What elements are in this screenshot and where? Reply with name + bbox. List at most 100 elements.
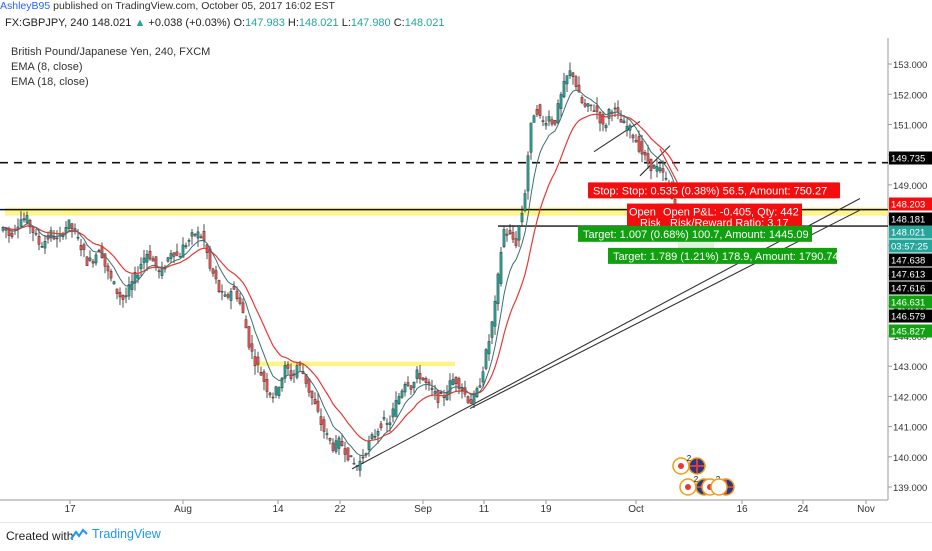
price-axis-label: 147.613 xyxy=(889,267,932,281)
candle-body xyxy=(229,290,233,301)
tradingview-brand[interactable]: TradingView xyxy=(70,527,161,541)
candle-body xyxy=(124,295,128,298)
stop-label: Stop: Stop: 0.535 (0.38%) 56.5, Amount: … xyxy=(588,182,840,199)
candle-body xyxy=(538,104,542,116)
candle-body xyxy=(334,440,338,452)
candle-body xyxy=(103,253,107,267)
price-axis-label-text: 145.827 xyxy=(891,327,925,338)
candle-body xyxy=(478,385,482,388)
candle-body xyxy=(394,400,398,417)
time-tick-label: Sep xyxy=(414,504,432,515)
candle-body xyxy=(178,256,182,258)
time-tick-label: 11 xyxy=(479,504,490,515)
ohlc-bar: FX:GBPJPY, 240 148.021 ▲ +0.038 (+0.03%)… xyxy=(5,16,445,30)
price-axis-label-text: 149.735 xyxy=(891,154,925,165)
price-axis-label: 148.181 xyxy=(889,212,932,226)
candle-body xyxy=(217,280,221,293)
price-axis-label: 147.638 xyxy=(889,253,932,267)
candle-body xyxy=(580,97,584,104)
candle-body xyxy=(250,343,254,352)
candle-body xyxy=(226,294,230,298)
candle-body xyxy=(259,372,263,376)
candle-body xyxy=(211,268,215,274)
candle-body xyxy=(466,396,470,403)
price-chart[interactable]: 153.000152.000151.000150.000149.000148.0… xyxy=(0,38,932,522)
candle-body xyxy=(22,218,26,221)
candle-body xyxy=(595,105,599,112)
candle-body xyxy=(511,232,515,240)
candle-body xyxy=(286,364,290,369)
candle-body xyxy=(121,295,125,300)
candle-body xyxy=(94,254,98,264)
candle-body xyxy=(619,119,623,123)
candle-body xyxy=(448,380,452,394)
candle-body xyxy=(589,104,593,107)
price-axis-label: 147.616 xyxy=(889,281,932,295)
created-with-label: Created with xyxy=(6,529,74,543)
candle-body xyxy=(625,125,629,131)
price-axis-label-text: 147.638 xyxy=(891,256,925,267)
candle-body xyxy=(331,442,335,451)
candle-body xyxy=(568,70,572,76)
candle-body xyxy=(133,272,137,284)
candle-body xyxy=(655,166,659,172)
price-tick-label: 152.000 xyxy=(893,90,927,101)
publish-info: AshleyB95 published on TradingView.com, … xyxy=(0,0,932,12)
candle-body xyxy=(622,120,626,124)
candle-body xyxy=(433,391,437,394)
candle-body xyxy=(283,365,287,379)
price-axis-label-bg xyxy=(889,253,932,267)
candle-body xyxy=(112,281,116,285)
candle-body xyxy=(550,119,554,125)
time-tick-label: 24 xyxy=(797,504,809,515)
candle-body xyxy=(601,114,605,125)
candle-body xyxy=(289,370,293,380)
price-axis-label-bg xyxy=(889,309,932,323)
candle-body xyxy=(577,84,581,93)
candle-body xyxy=(172,252,176,257)
legend-ema18[interactable]: EMA (18, close) xyxy=(11,76,89,88)
candle-body xyxy=(67,219,71,229)
candle-body xyxy=(391,408,395,418)
author-name[interactable]: AshleyB95 xyxy=(0,0,51,12)
candle-body xyxy=(592,110,596,112)
price-axis-label-text: 03:57:25 xyxy=(891,242,928,253)
price-axis-label-bg xyxy=(889,151,932,165)
candle-body xyxy=(406,382,410,386)
footer-bar: Created with TradingView xyxy=(0,522,932,551)
stop-label-bg xyxy=(588,182,840,199)
candle-body xyxy=(265,379,269,392)
candle-body xyxy=(346,447,350,461)
candle-body xyxy=(457,378,461,389)
candle-body xyxy=(508,230,512,234)
candle-body xyxy=(430,387,434,390)
legend-ema8[interactable]: EMA (8, close) xyxy=(11,61,83,73)
price-axis-label: 148.021 xyxy=(889,225,932,239)
candle-body xyxy=(76,236,80,239)
candle-body xyxy=(652,164,656,169)
candles-group xyxy=(1,62,680,477)
price-tick-label: 153.000 xyxy=(893,60,927,71)
candle-body xyxy=(397,396,401,404)
candle-body xyxy=(145,254,149,263)
candle-body xyxy=(634,140,638,143)
candle-body xyxy=(253,356,257,367)
price-axis-label-text: 148.181 xyxy=(891,215,925,226)
candle-body xyxy=(565,75,569,85)
target2-bg xyxy=(608,247,837,264)
ema18-line xyxy=(2,113,679,442)
candle-body xyxy=(43,241,47,249)
up-arrow-icon: ▲ xyxy=(134,17,146,29)
candle-body xyxy=(628,125,632,131)
candle-body xyxy=(583,103,587,107)
price-change: +0.038 (+0.03%) xyxy=(148,17,231,29)
candle-body xyxy=(604,125,608,129)
candle-body xyxy=(505,233,509,236)
candle-body xyxy=(571,72,575,77)
candle-body xyxy=(115,288,119,294)
candle-body xyxy=(85,256,89,267)
candle-body xyxy=(547,116,551,122)
candle-body xyxy=(388,422,392,426)
candle-body xyxy=(79,245,83,251)
candle-body xyxy=(598,111,602,124)
